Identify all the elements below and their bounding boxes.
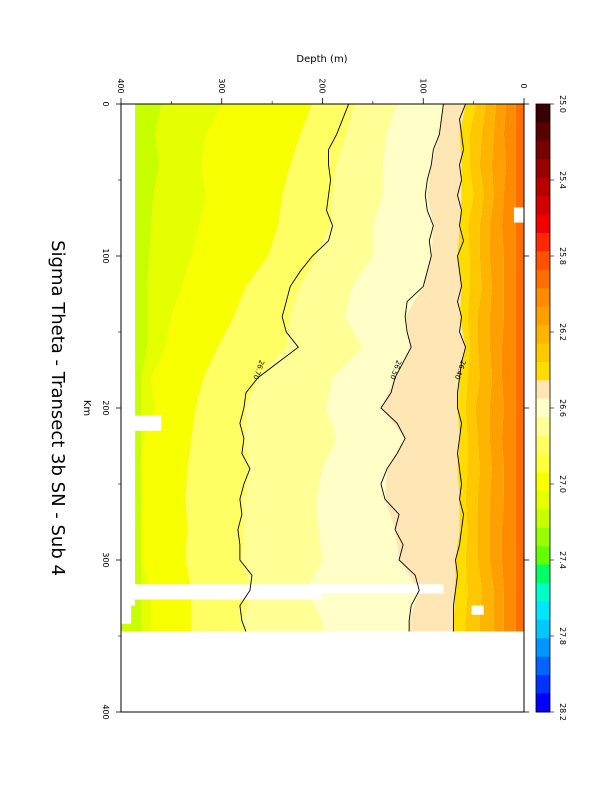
colorbar-swatch — [536, 527, 550, 547]
colorbar-label: 26.6 — [558, 399, 567, 417]
x-tick-label: 400 — [101, 704, 110, 719]
colorbar-label: 27.4 — [558, 551, 567, 569]
colorbar: 25.0 25.4 25.8 26.2 26.6 27.0 27.4 27.8 28.2 — [535, 95, 567, 721]
chart-title: Sigma Theta - Transect 3b SN - Sub 4 — [47, 240, 68, 576]
colorbar-swatch — [536, 251, 550, 271]
no-data-region — [121, 584, 444, 594]
colorbar-swatch — [536, 546, 550, 566]
colorbar-swatch — [536, 417, 550, 437]
field-band — [185, 104, 355, 632]
y-tick-label: 200 — [318, 78, 327, 93]
contour-line-26.50 — [380, 104, 444, 632]
colorbar-label: 26.2 — [558, 323, 567, 341]
colorbar-swatch — [536, 435, 550, 455]
colorbar-swatch — [536, 288, 550, 308]
colorbar-swatch — [536, 638, 550, 658]
colorbar-swatch — [536, 343, 550, 363]
colorbar-label: 25.4 — [558, 171, 567, 189]
y-tick-label: 0 — [519, 83, 528, 88]
field-band — [453, 104, 476, 632]
colorbar-swatch — [536, 454, 550, 473]
axes: 0 100 200 300 400 0 100 200 300 400 — [101, 78, 529, 720]
colorbar-label: 25.0 — [558, 95, 567, 113]
no-data-region — [471, 605, 484, 615]
colorbar-swatch — [536, 104, 550, 123]
colorbar-swatch — [536, 656, 550, 676]
colorbar-swatch — [536, 619, 550, 639]
field-band — [380, 104, 466, 632]
colorbar-swatch — [536, 122, 550, 142]
no-data-region — [121, 631, 524, 712]
contour-line-26.70 — [237, 104, 350, 632]
colorbar-swatch — [536, 380, 550, 400]
colorbar-swatch — [536, 675, 550, 695]
colorbar-swatch — [536, 214, 550, 234]
x-tick-label: 300 — [101, 552, 110, 567]
colorbar-swatch — [536, 269, 550, 289]
x-tick-label: 100 — [101, 248, 110, 263]
x-tick-label: 0 — [101, 101, 110, 106]
colorbar-swatch — [536, 398, 550, 418]
field-band — [501, 104, 516, 632]
y-tick-label: 300 — [217, 78, 226, 93]
colorbar-swatch — [536, 509, 550, 529]
field-band — [141, 104, 222, 632]
colorbar-swatch — [536, 177, 550, 197]
colorbar-label: 27.8 — [558, 627, 567, 645]
colorbar-label: 25.8 — [558, 247, 567, 265]
x-tick-label: 200 — [101, 400, 110, 415]
colorbar-label: 28.2 — [558, 703, 567, 721]
field-band — [141, 104, 313, 632]
y-tick-label: 400 — [116, 78, 125, 93]
colorbar-swatch — [536, 564, 550, 584]
y-axis-label: Depth (m) — [296, 54, 347, 65]
colorbar-swatch — [536, 472, 550, 492]
field-band — [241, 104, 398, 632]
sigma-theta-field — [121, 104, 524, 712]
colorbar-swatch — [536, 325, 550, 345]
colorbar-swatch — [536, 693, 550, 713]
y-tick-label: 100 — [418, 78, 427, 93]
field-band — [465, 104, 486, 632]
colorbar-swatch — [536, 601, 550, 621]
field-band — [306, 104, 444, 632]
no-data-region — [121, 164, 127, 173]
colorbar-swatch — [536, 306, 550, 326]
colorbar-swatch — [536, 140, 550, 160]
no-data-region — [513, 207, 524, 223]
colorbar-swatch — [536, 196, 550, 216]
field-band — [489, 104, 506, 632]
colorbar-swatch — [536, 583, 550, 602]
colorbar-swatch — [536, 159, 550, 179]
field-band — [515, 104, 524, 632]
contour-line-26.40 — [453, 104, 467, 632]
colorbar-swatch — [536, 490, 550, 510]
field-band — [475, 104, 496, 632]
colorbar-swatch — [536, 232, 550, 252]
no-data-region — [121, 593, 323, 600]
colorbar-label: 27.0 — [558, 475, 567, 493]
colorbar-swatch — [536, 361, 550, 381]
no-data-region — [121, 104, 132, 624]
no-data-region — [121, 415, 162, 431]
x-axis-label: Km — [81, 400, 92, 416]
